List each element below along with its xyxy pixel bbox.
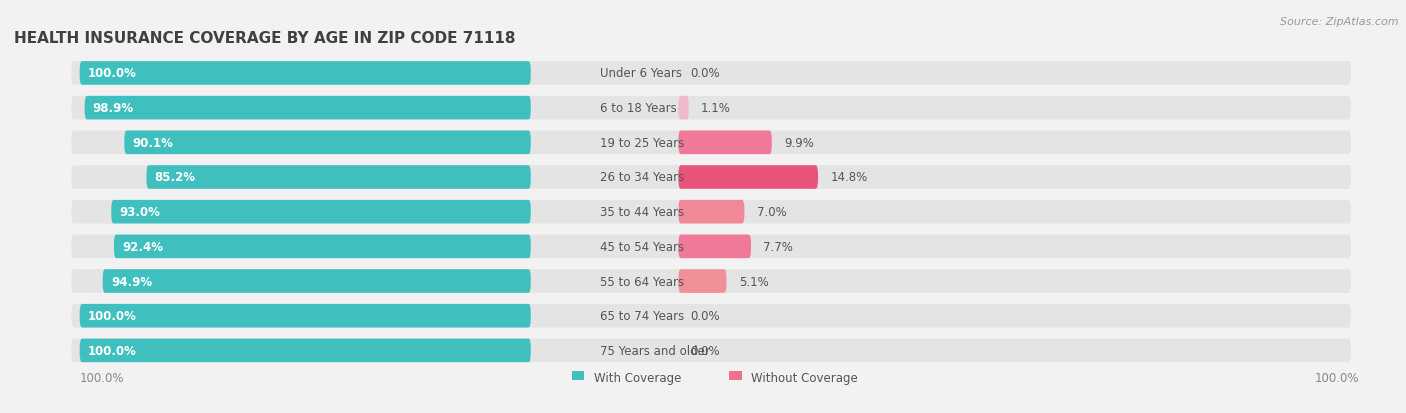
Text: 75 Years and older: 75 Years and older bbox=[600, 344, 710, 357]
Text: 94.9%: 94.9% bbox=[111, 275, 152, 288]
FancyBboxPatch shape bbox=[103, 270, 531, 293]
Bar bbox=[730, 371, 741, 384]
Text: 100.0%: 100.0% bbox=[80, 371, 124, 384]
Text: 90.1%: 90.1% bbox=[132, 136, 173, 150]
Text: 14.8%: 14.8% bbox=[831, 171, 868, 184]
FancyBboxPatch shape bbox=[80, 62, 531, 85]
FancyBboxPatch shape bbox=[72, 270, 1351, 293]
Text: 98.9%: 98.9% bbox=[93, 102, 134, 115]
Text: 93.0%: 93.0% bbox=[120, 206, 160, 218]
Text: 0.0%: 0.0% bbox=[690, 67, 720, 80]
Text: 7.0%: 7.0% bbox=[756, 206, 786, 218]
Text: 9.9%: 9.9% bbox=[785, 136, 814, 150]
FancyBboxPatch shape bbox=[72, 166, 1351, 189]
FancyBboxPatch shape bbox=[72, 235, 1351, 259]
FancyBboxPatch shape bbox=[678, 131, 772, 155]
FancyBboxPatch shape bbox=[80, 339, 531, 362]
Text: 0.0%: 0.0% bbox=[690, 309, 720, 323]
FancyBboxPatch shape bbox=[72, 97, 1351, 120]
FancyBboxPatch shape bbox=[114, 235, 531, 259]
Text: 7.7%: 7.7% bbox=[763, 240, 793, 253]
Text: HEALTH INSURANCE COVERAGE BY AGE IN ZIP CODE 71118: HEALTH INSURANCE COVERAGE BY AGE IN ZIP … bbox=[14, 31, 516, 46]
FancyBboxPatch shape bbox=[72, 304, 1351, 328]
Text: 55 to 64 Years: 55 to 64 Years bbox=[600, 275, 685, 288]
FancyBboxPatch shape bbox=[84, 97, 531, 120]
Text: Without Coverage: Without Coverage bbox=[751, 371, 858, 384]
Text: Source: ZipAtlas.com: Source: ZipAtlas.com bbox=[1281, 17, 1399, 26]
Text: 0.0%: 0.0% bbox=[690, 344, 720, 357]
FancyBboxPatch shape bbox=[124, 131, 531, 155]
Text: With Coverage: With Coverage bbox=[593, 371, 682, 384]
FancyBboxPatch shape bbox=[678, 166, 818, 189]
FancyBboxPatch shape bbox=[72, 339, 1351, 362]
Text: 1.1%: 1.1% bbox=[702, 102, 731, 115]
Text: 45 to 54 Years: 45 to 54 Years bbox=[600, 240, 685, 253]
Text: 35 to 44 Years: 35 to 44 Years bbox=[600, 206, 685, 218]
FancyBboxPatch shape bbox=[72, 131, 1351, 155]
Text: 92.4%: 92.4% bbox=[122, 240, 163, 253]
Text: 6 to 18 Years: 6 to 18 Years bbox=[600, 102, 678, 115]
FancyBboxPatch shape bbox=[678, 97, 689, 120]
FancyBboxPatch shape bbox=[80, 304, 531, 328]
Text: Under 6 Years: Under 6 Years bbox=[600, 67, 682, 80]
FancyBboxPatch shape bbox=[678, 200, 744, 224]
FancyBboxPatch shape bbox=[678, 270, 727, 293]
FancyBboxPatch shape bbox=[72, 200, 1351, 224]
Text: 65 to 74 Years: 65 to 74 Years bbox=[600, 309, 685, 323]
Text: 100.0%: 100.0% bbox=[87, 309, 136, 323]
Text: 100.0%: 100.0% bbox=[87, 344, 136, 357]
FancyBboxPatch shape bbox=[146, 166, 531, 189]
Bar bbox=[572, 371, 583, 384]
FancyBboxPatch shape bbox=[72, 62, 1351, 85]
Text: 5.1%: 5.1% bbox=[738, 275, 769, 288]
Text: 100.0%: 100.0% bbox=[87, 67, 136, 80]
FancyBboxPatch shape bbox=[111, 200, 531, 224]
FancyBboxPatch shape bbox=[678, 235, 751, 259]
Text: 19 to 25 Years: 19 to 25 Years bbox=[600, 136, 685, 150]
Text: 85.2%: 85.2% bbox=[155, 171, 195, 184]
Text: 26 to 34 Years: 26 to 34 Years bbox=[600, 171, 685, 184]
Text: 100.0%: 100.0% bbox=[1315, 371, 1360, 384]
